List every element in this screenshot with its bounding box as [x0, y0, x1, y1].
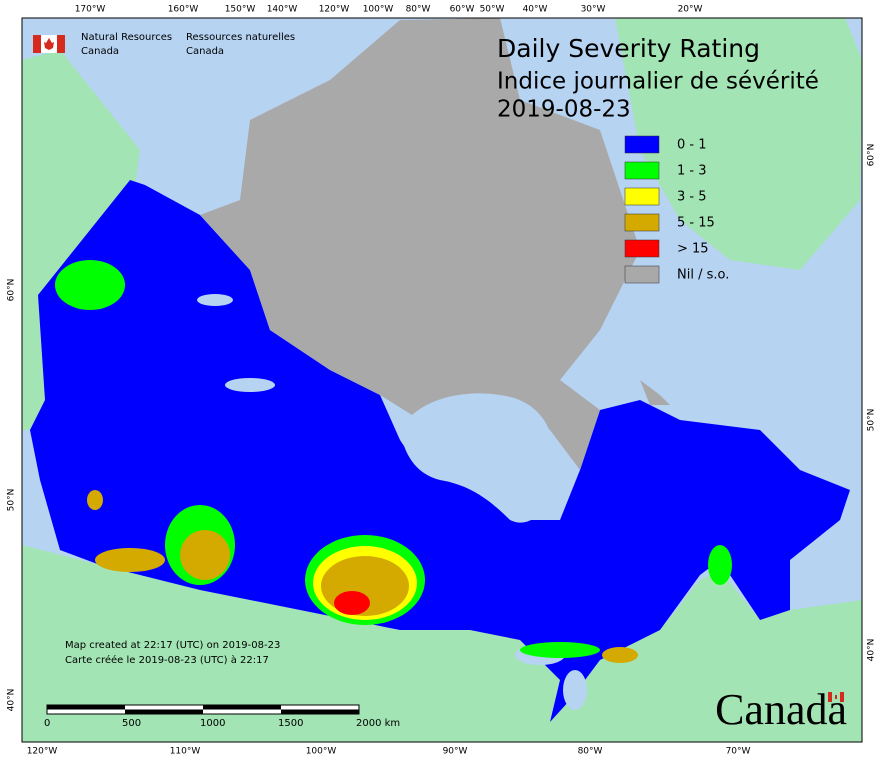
longitude-label: 110°W	[170, 747, 201, 757]
legend-swatch	[624, 187, 660, 206]
legend-swatch	[624, 213, 660, 232]
latitude-label: 60°N	[867, 144, 877, 167]
maple-leaf	[835, 695, 837, 699]
greenland-cap	[640, 380, 670, 405]
graticule-labels: 170°W 160°W 150°W 140°W 120°W 100°W 80°W 60°W 50…	[7, 5, 877, 757]
scale-label: 2000 km	[356, 718, 400, 729]
longitude-label: 100°W	[306, 747, 337, 757]
legend-swatch	[624, 135, 660, 154]
longitude-label: 90°W	[443, 747, 468, 757]
legend-label: 1 - 3	[677, 164, 707, 179]
agency-logo: Natural Resources Canada Ressources natu…	[33, 32, 295, 57]
latitude-label: 50°N	[867, 409, 877, 432]
legend-swatch	[624, 161, 660, 180]
canada-mainland	[30, 180, 850, 722]
hudson-bay	[400, 393, 556, 523]
credit: Map created at 22:17 (UTC) on 2019-08-23	[65, 640, 280, 651]
legend-swatch	[624, 265, 660, 284]
arctic-no-data	[200, 18, 640, 470]
longitude-label: 50°W	[480, 5, 505, 15]
united-states	[22, 545, 862, 742]
maple-leaf	[44, 38, 54, 50]
fire-zone	[708, 545, 732, 585]
legend-label: 5 - 15	[677, 216, 715, 231]
great-lakes	[563, 670, 587, 710]
agency-name-fr: Canada	[186, 46, 224, 57]
longitude-label: 120°W	[27, 747, 58, 757]
longitude-label: 80°W	[578, 747, 603, 757]
flag-bar	[33, 35, 41, 53]
scale-label: 0	[44, 718, 50, 729]
alaska	[22, 50, 140, 430]
flag-bar	[828, 692, 832, 702]
fire-zone	[55, 260, 125, 310]
longitude-label: 40°W	[523, 5, 548, 15]
scale-label: 500	[122, 718, 141, 729]
map-area	[22, 18, 862, 742]
legend-label: 0 - 1	[677, 138, 707, 153]
longitude-label: 60°W	[450, 5, 475, 15]
legend-label: Nil / s.o.	[677, 268, 729, 283]
scale-bar: 0 500 1000 1500 2000 km	[44, 704, 400, 729]
scale-segment	[47, 705, 125, 710]
flag-bar	[57, 35, 65, 53]
flag-bar	[840, 692, 844, 702]
title-date: 2019-08-23	[497, 97, 631, 123]
fire-zone	[180, 530, 230, 580]
great-slave-lake	[225, 378, 275, 392]
great-bear-lake	[197, 294, 233, 306]
longitude-label: 70°W	[726, 747, 751, 757]
longitude-label: 150°W	[225, 5, 256, 15]
latitude-label: 50°N	[7, 489, 17, 512]
scale-segment	[203, 705, 281, 710]
longitude-label: 140°W	[267, 5, 298, 15]
canada-wordmark: Canada	[715, 685, 847, 734]
fire-zone	[95, 548, 165, 572]
legend-swatch	[624, 239, 660, 258]
map-frame	[21, 17, 863, 743]
agency-name-fr: Ressources naturelles	[186, 32, 295, 43]
legend-label: > 15	[677, 242, 709, 257]
longitude-label: 80°W	[406, 5, 431, 15]
agency-name-en: Canada	[81, 46, 119, 57]
greenland	[615, 18, 862, 270]
scale-segment	[125, 709, 203, 714]
longitude-label: 170°W	[75, 5, 106, 15]
credit: Carte créée le 2019-08-23 (UTC) à 22:17	[65, 654, 269, 666]
fire-zone	[87, 490, 103, 510]
wordmark-flag	[828, 692, 844, 702]
fire-zone	[334, 591, 370, 615]
longitude-label: 20°W	[678, 5, 703, 15]
legend: 0 - 1 1 - 3 3 - 5 5 - 15 > 15 Nil / s.o.	[624, 135, 729, 284]
longitude-label: 100°W	[363, 5, 394, 15]
fire-zone	[602, 647, 638, 663]
title: Daily Severity Rating	[497, 34, 760, 63]
agency-name-en: Natural Resources	[81, 32, 172, 43]
scale-label: 1500	[278, 718, 303, 729]
longitude-label: 30°W	[581, 5, 606, 15]
title: Indice journalier de sévérité	[497, 69, 819, 95]
latitude-label: 40°N	[867, 639, 877, 662]
latitude-label: 60°N	[7, 279, 17, 302]
longitude-label: 160°W	[168, 5, 199, 15]
longitude-label: 120°W	[319, 5, 350, 15]
scale-label: 1000	[200, 718, 225, 729]
latitude-label: 40°N	[7, 689, 17, 712]
legend-label: 3 - 5	[677, 190, 707, 205]
scale-segment	[281, 709, 359, 714]
fire-zone	[520, 642, 600, 658]
